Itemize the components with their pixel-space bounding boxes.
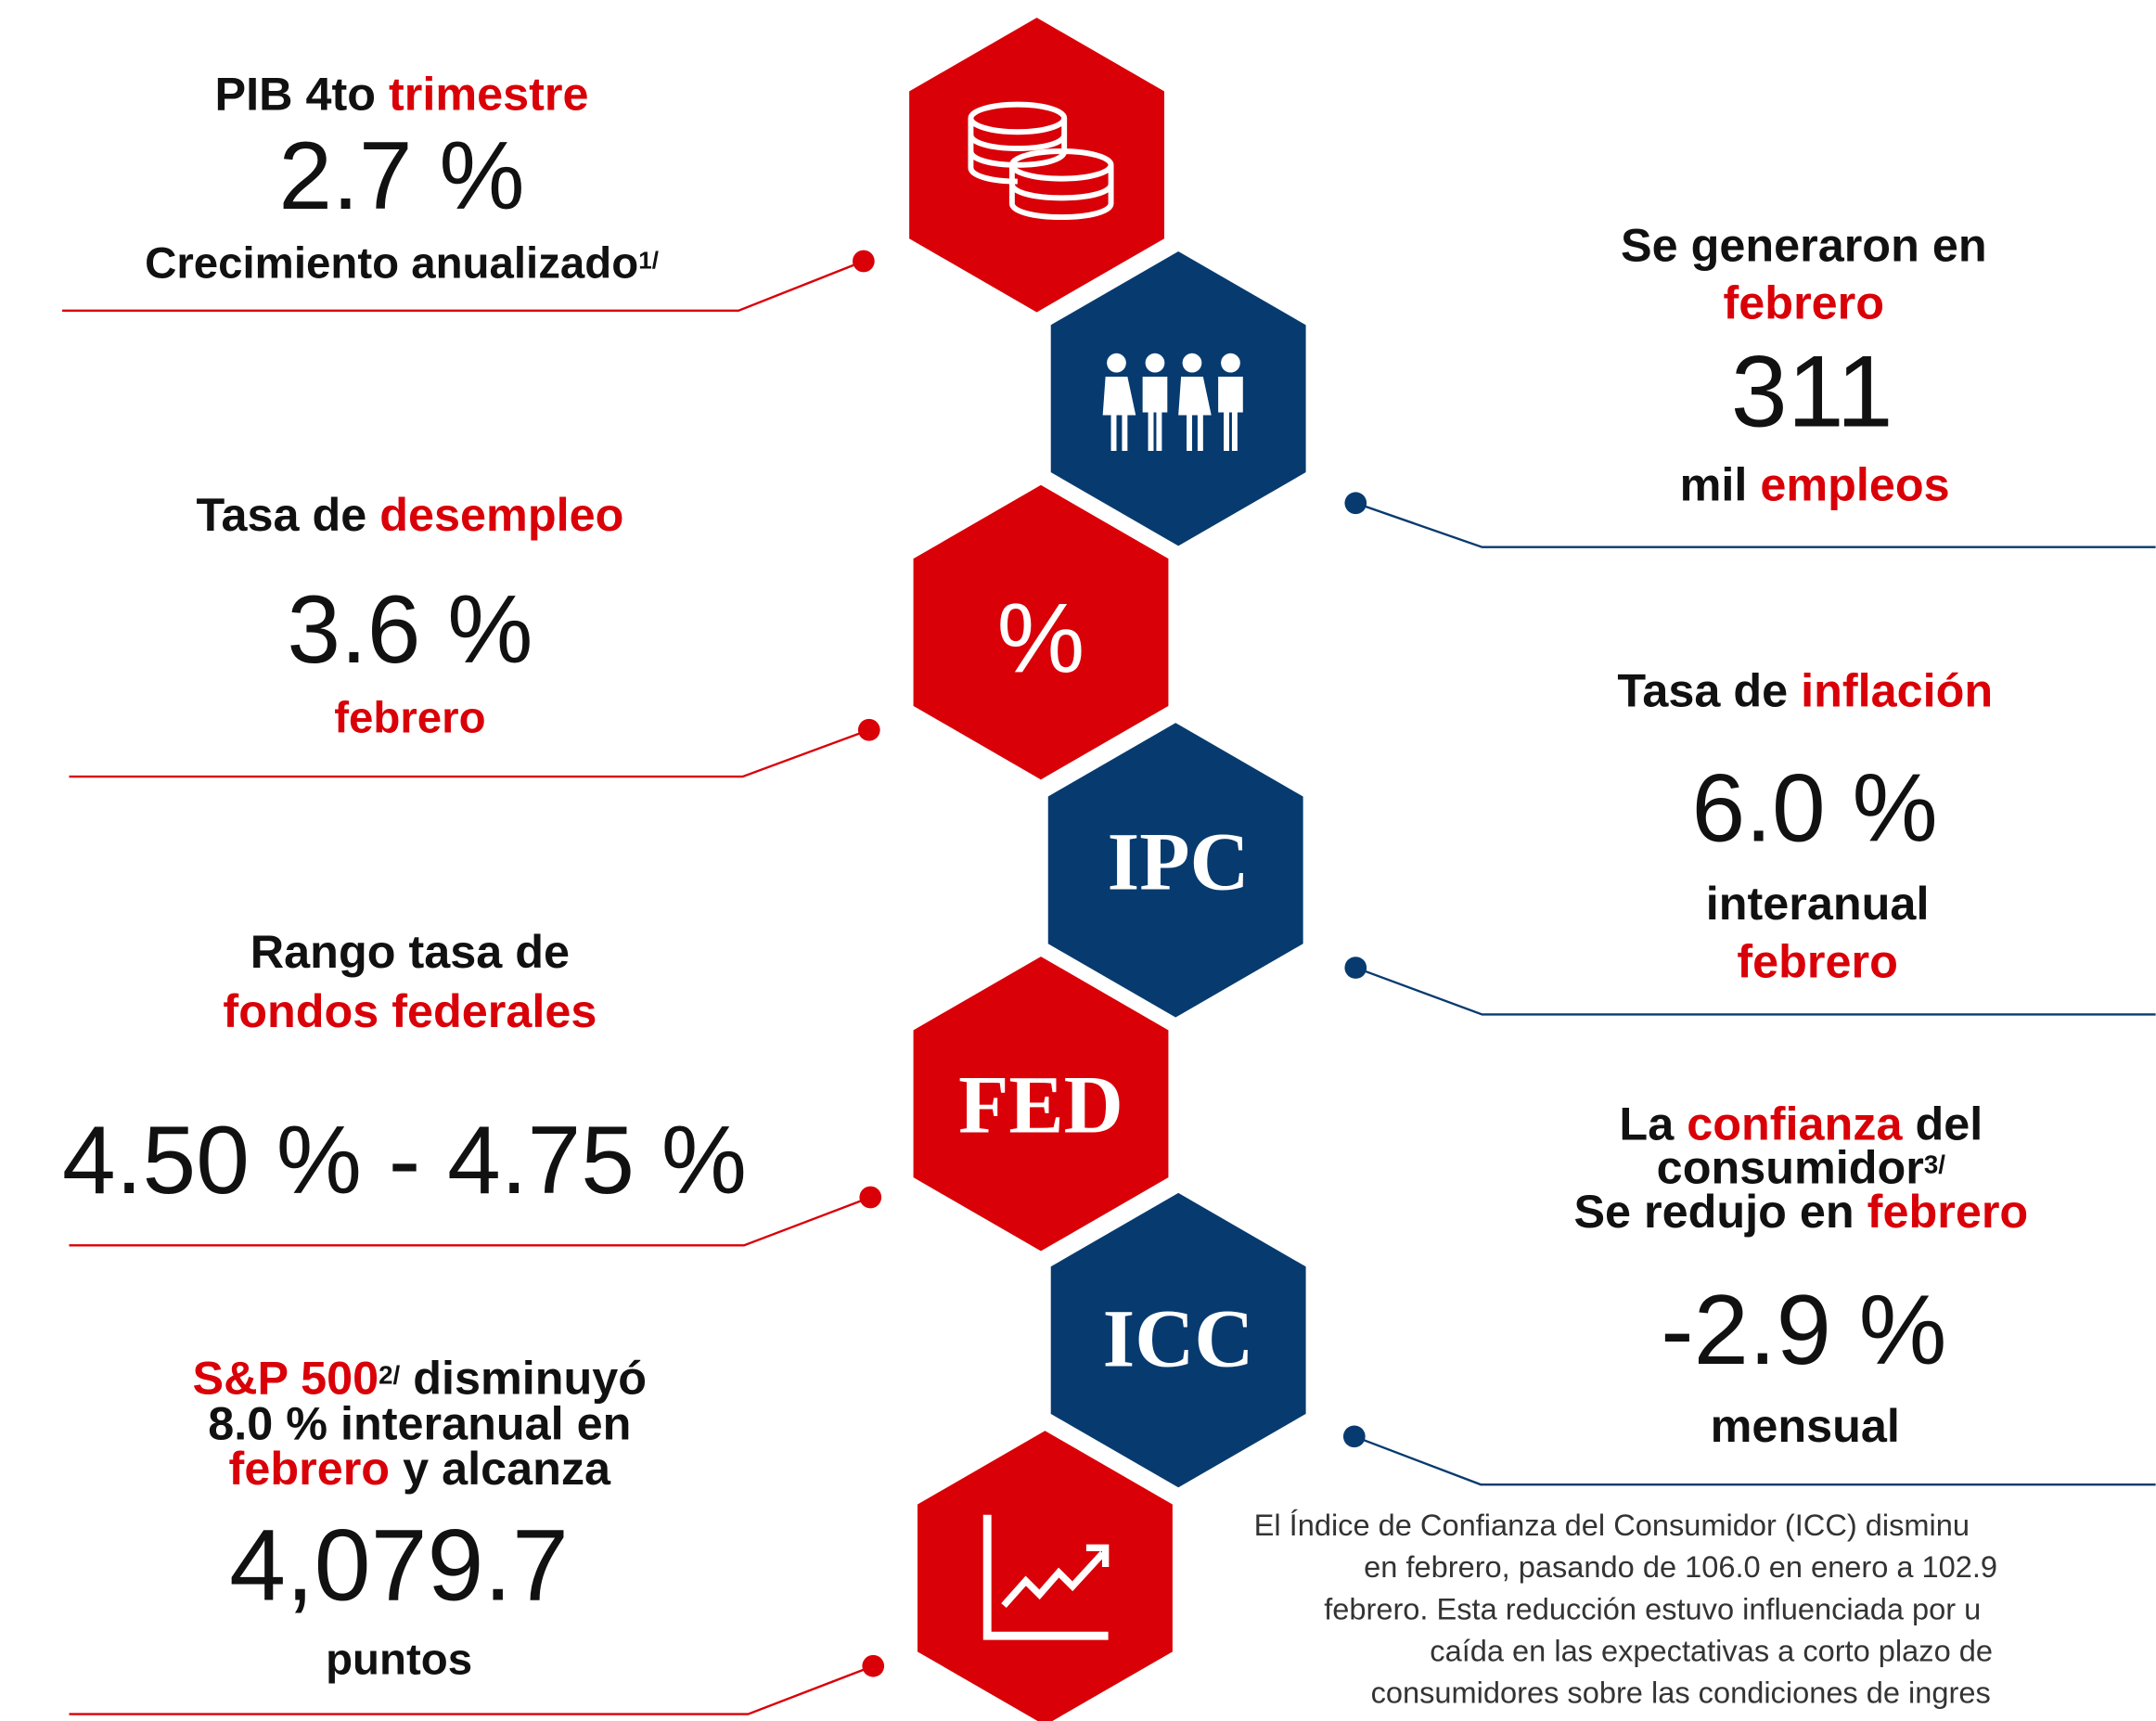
text-line: S&P 5002/ disminuyó: [193, 1351, 648, 1404]
hexagon: [1041, 714, 1311, 1026]
big-value: 6.0 %: [1692, 754, 1938, 862]
text-segment: inflación: [1801, 664, 1993, 717]
text-segment: consumidor: [1657, 1141, 1924, 1194]
connector-dot: [859, 1186, 882, 1209]
connector-dot: [862, 1654, 885, 1677]
text-segment: y alcanza: [390, 1442, 611, 1495]
text-segment: puntos: [326, 1636, 472, 1685]
text-segment: disminuyó: [400, 1351, 647, 1404]
connector-line: [1354, 966, 2156, 1016]
connector-dot: [1344, 492, 1367, 515]
text-segment: mensual: [1711, 1399, 1900, 1452]
hexagon: [910, 1422, 1180, 1721]
connectors: [62, 250, 2156, 1715]
text-segment: trimestre: [389, 68, 589, 121]
text-line: fondos federales: [223, 984, 597, 1037]
note-line: consumidores sobre las condiciones de in…: [1371, 1676, 1991, 1710]
text-segment: confianza: [1687, 1097, 1903, 1149]
text-segment: febrero: [1737, 934, 1898, 987]
text-segment: PIB 4to: [215, 68, 389, 121]
hexagon-label: FED: [958, 1060, 1123, 1151]
big-value: 2.7 %: [278, 122, 524, 229]
text-line: febrero: [334, 694, 485, 743]
text-segment: febrero: [1724, 276, 1885, 329]
text-line: Tasa de desempleo: [196, 488, 623, 541]
text-segment: mil: [1680, 457, 1761, 510]
text-segment: desempleo: [379, 488, 623, 541]
hexagon-label: ICC: [1103, 1293, 1254, 1384]
connector-line: [69, 1664, 874, 1715]
hexagon-label: %: [997, 583, 1085, 694]
text-line: Rango tasa de: [250, 925, 570, 978]
text-line: Se redujo en febrero: [1573, 1185, 2028, 1238]
big-value: -2.9 %: [1661, 1274, 1946, 1385]
text-line: Tasa de inflación: [1617, 664, 1993, 717]
text-line: febrero: [1737, 934, 1898, 987]
connector-dot: [1344, 957, 1367, 979]
big-value: 3.6 %: [287, 575, 533, 683]
superscript: 2/: [379, 1360, 400, 1389]
text-segment: febrero: [229, 1442, 391, 1495]
big-value: 311: [1731, 335, 1893, 448]
note-line: El Índice de Confianza del Consumidor (I…: [1254, 1508, 1970, 1542]
text-segment: febrero: [1867, 1185, 2029, 1238]
hexagon-column: % IPC FED ICC: [902, 9, 1314, 1721]
text-segment: interanual: [1706, 877, 1930, 930]
connector-line: [69, 1196, 871, 1247]
text-line: 8.0 % interanual en: [208, 1396, 631, 1449]
text-segment: Tasa de: [196, 488, 379, 541]
text-segment: Se generaron en: [1621, 219, 1987, 272]
big-value: 4.50 % - 4.75 %: [62, 1106, 747, 1214]
text-segment: Tasa de: [1617, 664, 1801, 717]
connector-dot: [857, 718, 880, 741]
text-line: PIB 4to trimestre: [215, 68, 589, 121]
connector-line: [62, 260, 865, 313]
connector-dot: [1342, 1425, 1366, 1448]
text-segment: 8.0 % interanual en: [208, 1396, 631, 1449]
text-line: Crecimiento anualizado1/: [145, 238, 659, 288]
text-line: interanual: [1706, 877, 1930, 930]
hexagon: [906, 948, 1175, 1260]
coins-icon: [968, 101, 1114, 221]
chart-icon: [982, 1514, 1110, 1640]
hexagon: [1044, 243, 1314, 554]
text-line: mil empleos: [1680, 457, 1950, 510]
connector-dot: [853, 250, 875, 273]
text-line: consumidor3/: [1657, 1141, 1946, 1194]
text-line: febrero: [1724, 276, 1885, 329]
text-line: mensual: [1711, 1399, 1900, 1452]
text-segment: febrero: [334, 694, 485, 743]
text-segment: Rango tasa de: [250, 925, 570, 978]
text-line: La confianza del: [1619, 1097, 1983, 1149]
note-line: caída en las expectativas a corto plazo …: [1430, 1634, 1993, 1668]
text-segment: empleos: [1760, 457, 1949, 510]
people-icon: [1102, 353, 1243, 451]
text-line: febrero y alcanza: [229, 1442, 611, 1495]
text-segment: Se redujo en: [1573, 1185, 1867, 1238]
icons: [968, 101, 1243, 1640]
hexagon: [906, 477, 1175, 788]
text-segment: del: [1902, 1097, 1983, 1149]
text-segment: S&P 500: [193, 1351, 379, 1404]
hexagon-label: IPC: [1108, 816, 1250, 907]
connector-line: [1354, 502, 2156, 548]
big-value: 4,079.7: [229, 1509, 569, 1623]
text-line: Se generaron en: [1621, 219, 1987, 272]
text-segment: fondos federales: [223, 984, 597, 1037]
hexagon: [1044, 1185, 1314, 1496]
superscript: 1/: [638, 246, 659, 274]
text-segment: La: [1619, 1097, 1687, 1149]
connector-line: [69, 728, 870, 778]
note-line: en febrero, pasando de 106.0 en enero a …: [1364, 1549, 1997, 1584]
connector-line: [1354, 1435, 2156, 1486]
text-segment: Crecimiento anualizado: [145, 238, 638, 288]
note-line: febrero. Esta reducción estuvo influenci…: [1324, 1591, 1981, 1625]
text-line: puntos: [326, 1636, 472, 1685]
superscript: 3/: [1924, 1149, 1945, 1178]
